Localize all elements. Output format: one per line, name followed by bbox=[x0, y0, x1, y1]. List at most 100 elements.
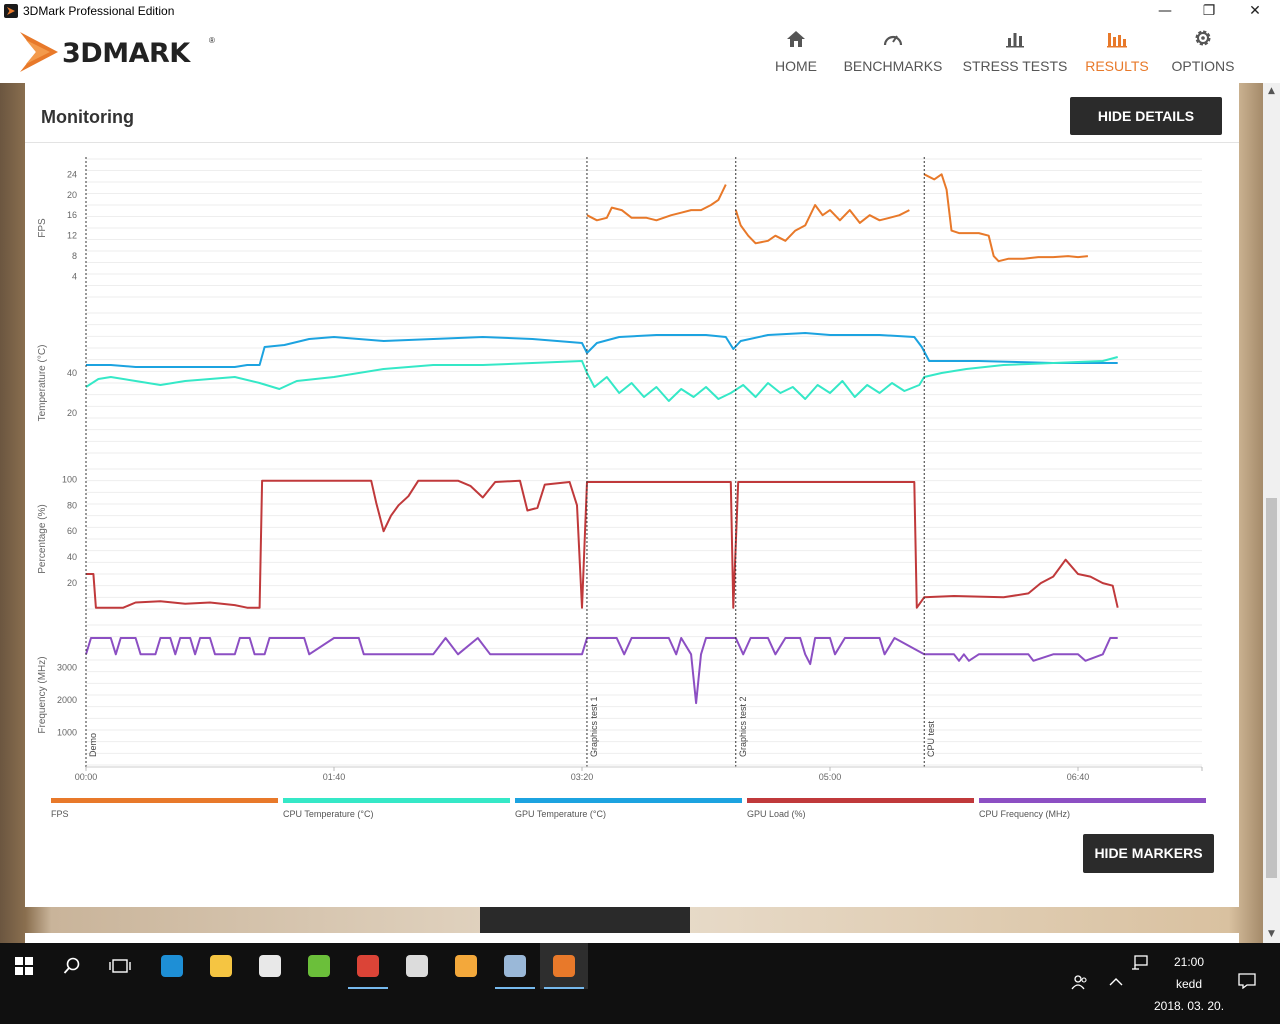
legend-item[interactable]: GPU Load (%) bbox=[747, 798, 974, 819]
legend-label: CPU Frequency (MHz) bbox=[979, 809, 1071, 819]
clock-date[interactable]: 2018. 03. 20. bbox=[1153, 999, 1225, 1013]
y-tick-label: 4 bbox=[72, 272, 77, 282]
y-tick-label: 60 bbox=[67, 526, 77, 536]
y-tick-label: 3000 bbox=[57, 662, 77, 672]
gear-icon bbox=[1195, 30, 1211, 46]
y-axis-label: Frequency (MHz) bbox=[37, 656, 48, 733]
y-tick-label: 2000 bbox=[57, 695, 77, 705]
scroll-down-arrow-icon[interactable]: ▼ bbox=[1268, 929, 1275, 939]
results-icon bbox=[1107, 33, 1127, 48]
legend-item[interactable]: GPU Temperature (°C) bbox=[515, 798, 742, 819]
y-tick-label: 12 bbox=[67, 231, 77, 241]
series-line bbox=[923, 173, 1089, 263]
legend-item[interactable]: CPU Frequency (MHz) bbox=[979, 798, 1206, 819]
windows-start-icon bbox=[15, 957, 33, 975]
task-view-button[interactable] bbox=[96, 943, 144, 989]
store-icon bbox=[259, 955, 281, 977]
calculator-icon bbox=[406, 955, 428, 977]
y-axis-label: Percentage (%) bbox=[37, 504, 48, 573]
nav-home-label: HOME bbox=[775, 58, 817, 74]
background-figure bbox=[480, 907, 690, 935]
legend-item[interactable]: CPU Temperature (°C) bbox=[283, 798, 510, 819]
tool-icon bbox=[455, 955, 477, 977]
next-panel bbox=[25, 933, 1239, 943]
y-tick-label: 8 bbox=[72, 251, 77, 261]
taskbar-app-button[interactable] bbox=[393, 943, 441, 989]
marker-label: Demo bbox=[88, 733, 98, 757]
3dmark-logo-icon bbox=[20, 32, 58, 72]
people-icon[interactable] bbox=[1069, 974, 1091, 993]
app-header: 3DMARK ® HOME BENCHMARKS STRESS TESTS RE… bbox=[0, 22, 1280, 83]
y-tick-label: 100 bbox=[62, 474, 77, 484]
legend-swatch bbox=[515, 798, 742, 803]
taskbar-app-button[interactable] bbox=[540, 943, 588, 989]
taskbar: 21:00 kedd 2018. 03. 20. bbox=[0, 943, 1280, 1024]
nav-home[interactable]: HOME bbox=[766, 22, 826, 83]
scrollbar[interactable]: ▲ ▼ bbox=[1263, 83, 1280, 943]
edge-icon bbox=[161, 955, 183, 977]
taskbar-app-button[interactable] bbox=[197, 943, 245, 989]
taskbar-app-button[interactable] bbox=[442, 943, 490, 989]
minimize-button[interactable]: — bbox=[1158, 3, 1172, 19]
scroll-up-arrow-icon[interactable]: ▲ bbox=[1268, 86, 1275, 96]
marker-label: CPU test bbox=[926, 720, 936, 757]
series-line bbox=[586, 184, 727, 222]
taskbar-app-button[interactable] bbox=[295, 943, 343, 989]
nav-benchmarks[interactable]: BENCHMARKS bbox=[840, 22, 946, 83]
taskbar-app-button[interactable] bbox=[491, 943, 539, 989]
x-tick-label: 03:20 bbox=[571, 772, 594, 782]
legend-item[interactable]: FPS bbox=[51, 798, 278, 819]
nav-stress-tests-label: STRESS TESTS bbox=[962, 58, 1068, 74]
bars-icon bbox=[1006, 33, 1024, 48]
y-tick-label: 40 bbox=[67, 368, 77, 378]
x-tick-label: 05:00 bbox=[819, 772, 842, 782]
legend-swatch bbox=[747, 798, 974, 803]
monitoring-chart: 4 8 12 16 20 24 FPS 20 40 Temperature (°C) 20 40 60 8… bbox=[37, 157, 1203, 782]
chevron-up-icon[interactable] bbox=[1106, 976, 1126, 990]
nav-results[interactable]: RESULTS bbox=[1084, 22, 1150, 83]
brand-name: 3DMARK bbox=[62, 38, 190, 69]
taskbar-app-button[interactable] bbox=[246, 943, 294, 989]
panel-header: Monitoring HIDE DETAILS bbox=[25, 83, 1239, 143]
3dmark-logo[interactable]: 3DMARK ® bbox=[18, 28, 218, 74]
legend-label: GPU Temperature (°C) bbox=[515, 809, 606, 819]
legend-swatch bbox=[283, 798, 510, 803]
taskbar-app-button[interactable] bbox=[148, 943, 196, 989]
start-button[interactable] bbox=[0, 943, 48, 989]
scroll-thumb[interactable] bbox=[1266, 498, 1277, 878]
search-icon bbox=[63, 957, 80, 974]
taskbar-app-button[interactable] bbox=[344, 943, 392, 989]
nav-benchmarks-label: BENCHMARKS bbox=[843, 58, 943, 74]
series-line bbox=[86, 332, 1118, 368]
y-tick-label: 16 bbox=[67, 210, 77, 220]
hide-details-button[interactable]: HIDE DETAILS bbox=[1070, 97, 1222, 135]
nav-options-label: OPTIONS bbox=[1171, 58, 1235, 74]
y-tick-label: 1000 bbox=[57, 727, 77, 737]
action-center-icon[interactable] bbox=[1236, 973, 1258, 992]
legend-label: FPS bbox=[51, 809, 69, 819]
network-icon[interactable] bbox=[1129, 955, 1151, 974]
brand-reg: ® bbox=[209, 36, 215, 45]
nav-stress-tests[interactable]: STRESS TESTS bbox=[962, 22, 1068, 83]
clock-day[interactable]: kedd bbox=[1175, 977, 1203, 991]
task-view-icon bbox=[109, 959, 131, 973]
y-tick-label: 80 bbox=[67, 500, 77, 510]
nav-options[interactable]: OPTIONS bbox=[1168, 22, 1238, 83]
file-explorer-icon bbox=[210, 955, 232, 977]
legend-label: GPU Load (%) bbox=[747, 809, 806, 819]
legend-swatch bbox=[51, 798, 278, 803]
y-tick-label: 24 bbox=[67, 169, 77, 179]
y-tick-label: 40 bbox=[67, 552, 77, 562]
y-tick-label: 20 bbox=[67, 190, 77, 200]
marker-label: Graphics test 2 bbox=[738, 696, 748, 757]
nav-results-label: RESULTS bbox=[1085, 58, 1149, 74]
marker-label: Graphics test 1 bbox=[589, 696, 599, 757]
clock-time[interactable]: 21:00 bbox=[1173, 955, 1205, 969]
y-axis-label: FPS bbox=[37, 218, 48, 238]
hide-markers-button[interactable]: HIDE MARKERS bbox=[1083, 834, 1214, 873]
legend-label: CPU Temperature (°C) bbox=[283, 809, 374, 819]
search-button[interactable] bbox=[48, 943, 96, 989]
window-title: 3DMark Professional Edition bbox=[23, 4, 175, 18]
close-button[interactable]: ✕ bbox=[1249, 3, 1261, 19]
maximize-button[interactable]: ❐ bbox=[1202, 3, 1216, 19]
